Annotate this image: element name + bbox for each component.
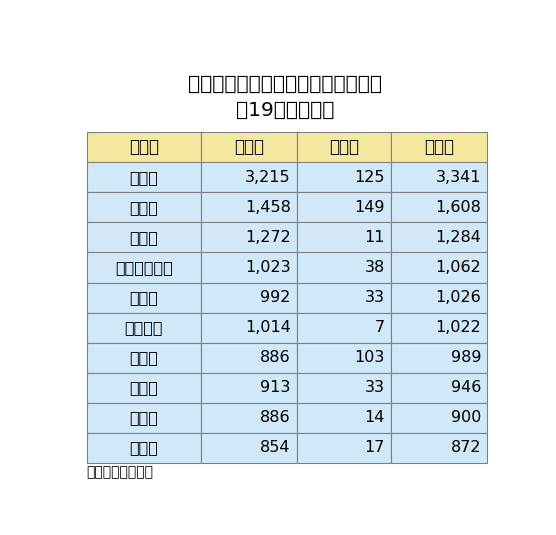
Text: 西日本シティ: 西日本シティ: [115, 260, 173, 275]
Text: 損　保: 損 保: [329, 138, 359, 156]
Text: 福　岡: 福 岡: [130, 200, 158, 215]
Text: 1,022: 1,022: [435, 320, 481, 335]
Bar: [391, 373, 488, 403]
Text: 33: 33: [365, 380, 385, 395]
Bar: [391, 162, 488, 192]
Text: 1,023: 1,023: [245, 260, 291, 275]
Text: 886: 886: [260, 410, 291, 425]
Text: 3,341: 3,341: [435, 170, 481, 185]
Bar: [87, 162, 201, 192]
Text: 群　馬: 群 馬: [130, 380, 158, 395]
Bar: [297, 223, 391, 253]
Text: 11: 11: [364, 230, 385, 245]
Bar: [297, 282, 391, 312]
Text: （単位：百万円）: （単位：百万円）: [87, 465, 154, 479]
Bar: [87, 192, 201, 223]
Text: 900: 900: [450, 410, 481, 425]
Text: 生　保: 生 保: [234, 138, 264, 156]
Bar: [87, 373, 201, 403]
Bar: [391, 433, 488, 463]
Bar: [87, 253, 201, 282]
Text: 33: 33: [365, 290, 385, 305]
Bar: [391, 403, 488, 433]
Text: （19年度上期）: （19年度上期）: [236, 101, 334, 120]
Text: 7: 7: [375, 320, 385, 335]
Text: 38: 38: [365, 260, 385, 275]
Bar: [201, 253, 297, 282]
Bar: [201, 162, 297, 192]
Text: 149: 149: [354, 200, 385, 215]
Text: 広　島: 広 島: [130, 290, 158, 305]
Bar: [297, 132, 391, 162]
Bar: [201, 192, 297, 223]
Bar: [87, 312, 201, 343]
Text: 中　国: 中 国: [130, 410, 158, 425]
Bar: [297, 373, 391, 403]
Bar: [391, 312, 488, 343]
Text: 1,014: 1,014: [245, 320, 291, 335]
Bar: [391, 343, 488, 373]
Bar: [87, 403, 201, 433]
Text: 1,608: 1,608: [435, 200, 481, 215]
Text: 1,284: 1,284: [435, 230, 481, 245]
Bar: [201, 373, 297, 403]
Bar: [391, 253, 488, 282]
Text: 103: 103: [355, 350, 385, 365]
Text: 千葉興業: 千葉興業: [125, 320, 163, 335]
Bar: [87, 282, 201, 312]
Bar: [201, 403, 297, 433]
Text: 14: 14: [364, 410, 385, 425]
Text: 992: 992: [260, 290, 291, 305]
Text: 合　計: 合 計: [424, 138, 454, 156]
Bar: [297, 343, 391, 373]
Bar: [391, 192, 488, 223]
Text: 854: 854: [260, 440, 291, 455]
Bar: [201, 343, 297, 373]
Bar: [201, 223, 297, 253]
Bar: [391, 282, 488, 312]
Text: 886: 886: [260, 350, 291, 365]
Bar: [87, 132, 201, 162]
Text: 東　邦: 東 邦: [130, 440, 158, 455]
Text: 銀行名: 銀行名: [129, 138, 159, 156]
Bar: [297, 312, 391, 343]
Text: 1,026: 1,026: [435, 290, 481, 305]
Text: 第　四: 第 四: [130, 230, 158, 245]
Text: 125: 125: [354, 170, 385, 185]
Text: 913: 913: [260, 380, 291, 395]
Text: 872: 872: [450, 440, 481, 455]
Text: 946: 946: [450, 380, 481, 395]
Text: 地銀の生損保窓販手数料収入上位行: 地銀の生損保窓販手数料収入上位行: [188, 74, 382, 94]
Text: 17: 17: [364, 440, 385, 455]
Text: 3,215: 3,215: [245, 170, 291, 185]
Bar: [201, 282, 297, 312]
Text: 1,458: 1,458: [245, 200, 291, 215]
Text: 静　岡: 静 岡: [130, 170, 158, 185]
Bar: [297, 162, 391, 192]
Bar: [391, 132, 488, 162]
Bar: [297, 433, 391, 463]
Bar: [87, 343, 201, 373]
Bar: [297, 192, 391, 223]
Bar: [87, 223, 201, 253]
Text: 989: 989: [450, 350, 481, 365]
Bar: [297, 403, 391, 433]
Bar: [391, 223, 488, 253]
Text: 1,062: 1,062: [435, 260, 481, 275]
Bar: [201, 433, 297, 463]
Bar: [87, 433, 201, 463]
Bar: [201, 312, 297, 343]
Bar: [201, 132, 297, 162]
Bar: [297, 253, 391, 282]
Text: 千　葉: 千 葉: [130, 350, 158, 365]
Text: 1,272: 1,272: [245, 230, 291, 245]
